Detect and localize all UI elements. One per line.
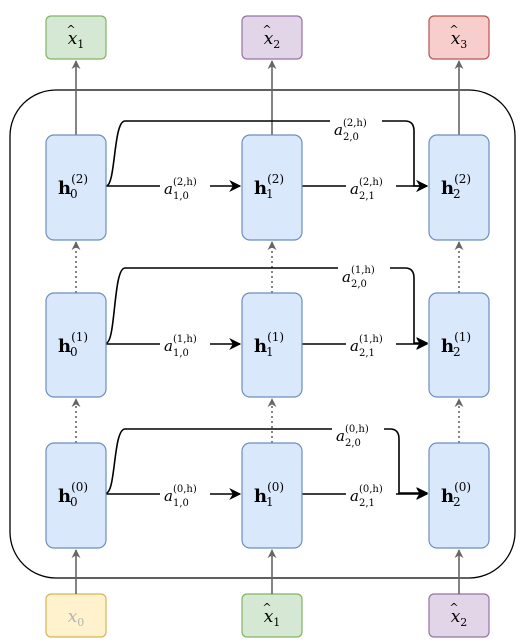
hidden-node-1-2	[428, 292, 490, 398]
hidden-label-1-0: h(1)	[58, 330, 88, 357]
output-label-2: x2	[264, 29, 281, 51]
hidden-sub-2-0: 0	[70, 187, 78, 201]
hidden-label-2-0: h(2)	[58, 172, 88, 199]
output-label-1: x1	[68, 29, 85, 51]
hidden-sub-1-1: 1	[266, 345, 274, 359]
hidden-node-2-1	[241, 134, 303, 241]
hidden-sub-0-0: 0	[70, 495, 78, 509]
output-node-3: x3 ^	[428, 15, 490, 60]
edge-sub-a21-layer-0: 2,1	[359, 498, 375, 509]
hidden-sub-2-2: 2	[453, 187, 461, 201]
input-label-1: x1	[264, 607, 281, 629]
edge-sub-a21-layer-2: 2,1	[359, 191, 375, 202]
hidden-node-0-1	[241, 442, 303, 549]
edge-sub-a20-layer-0: 2,0	[345, 438, 361, 449]
output-label-3: x3	[451, 29, 468, 51]
input-node-2: x2 ^	[428, 593, 490, 638]
hidden-sub-1-0: 0	[70, 345, 78, 359]
output-node-2: x2 ^	[241, 15, 303, 60]
output-hat-2: ^	[262, 23, 271, 36]
edge-sub-a21-layer-1: 2,1	[359, 348, 375, 359]
hidden-node-2-2	[428, 134, 490, 241]
edge-a20-layer-1	[105, 267, 429, 349]
edge-a20-layer-0	[105, 428, 429, 499]
hidden-label-2-1: h(2)	[254, 172, 284, 199]
input-node-0: x0	[45, 593, 107, 638]
edge-sub-a20-layer-2: 2,0	[343, 132, 359, 143]
hidden-node-2-0	[45, 134, 107, 241]
edge-label-a20-layer-2: a(2,h)	[334, 118, 367, 139]
hidden-label-0-2: h(0)	[441, 480, 471, 507]
layer-2: h(2) 0 h(2) 1 h(2) 2 a(2,h) 1,0 a(2,h) 2…	[45, 113, 490, 241]
edge-label-a21-layer-2: a(2,h)	[350, 177, 383, 198]
hidden-node-1-0	[45, 292, 107, 398]
edge-label-a20-layer-0: a(0,h)	[336, 424, 369, 445]
layer-0: h(0) 0 h(0) 1 h(0) 2 a(0,h) 1,0 a(0,h) 2…	[45, 420, 490, 549]
input-hat-2: ^	[449, 601, 458, 614]
network-container	[9, 89, 516, 579]
hidden-node-1-1	[241, 292, 303, 398]
edge-label-a10-layer-2: a(2,h)	[164, 177, 197, 198]
edge-sub-a10-layer-2: 1,0	[173, 191, 189, 202]
hidden-sub-2-1: 1	[266, 187, 274, 201]
hidden-label-1-1: h(1)	[254, 330, 284, 357]
edge-label-a10-layer-1: a(1,h)	[164, 334, 197, 355]
hidden-label-1-2: h(1)	[441, 330, 471, 357]
hidden-sub-0-1: 1	[266, 495, 274, 509]
edge-sub-a10-layer-1: 1,0	[173, 348, 189, 359]
input-row: x0 x1 ^ x2 ^	[45, 593, 490, 638]
input-label-2: x2	[451, 607, 468, 629]
edge-label-a21-layer-0: a(0,h)	[350, 484, 383, 505]
layer-1: h(1) 0 h(1) 1 h(1) 2 a(1,h) 1,0 a(1,h) 2…	[45, 260, 490, 398]
edge-a20-layer-2	[105, 120, 429, 192]
hidden-node-0-2	[428, 442, 490, 549]
hidden-label-0-0: h(0)	[58, 480, 88, 507]
input-hat-1: ^	[262, 601, 271, 614]
output-node-1: x1 ^	[45, 15, 107, 60]
hidden-sub-0-2: 2	[453, 495, 461, 509]
output-hat-3: ^	[449, 23, 458, 36]
edge-label-a21-layer-1: a(1,h)	[350, 334, 383, 355]
hidden-label-2-2: h(2)	[441, 172, 471, 199]
edge-label-a10-layer-0: a(0,h)	[164, 484, 197, 505]
edge-sub-a10-layer-0: 1,0	[173, 498, 189, 509]
hidden-label-0-1: h(0)	[254, 480, 284, 507]
hidden-sub-1-2: 2	[453, 345, 461, 359]
output-hat-1: ^	[66, 23, 75, 36]
output-row: x1 ^ x2 ^ x3 ^	[45, 15, 490, 60]
edge-sub-a20-layer-1: 2,0	[351, 279, 367, 290]
hidden-node-0-0	[45, 442, 107, 549]
input-label-0: x0	[68, 607, 85, 629]
input-node-1: x1 ^	[241, 593, 303, 638]
vertical-connections	[71, 60, 464, 594]
edge-label-a20-layer-1: a(1,h)	[342, 265, 375, 286]
